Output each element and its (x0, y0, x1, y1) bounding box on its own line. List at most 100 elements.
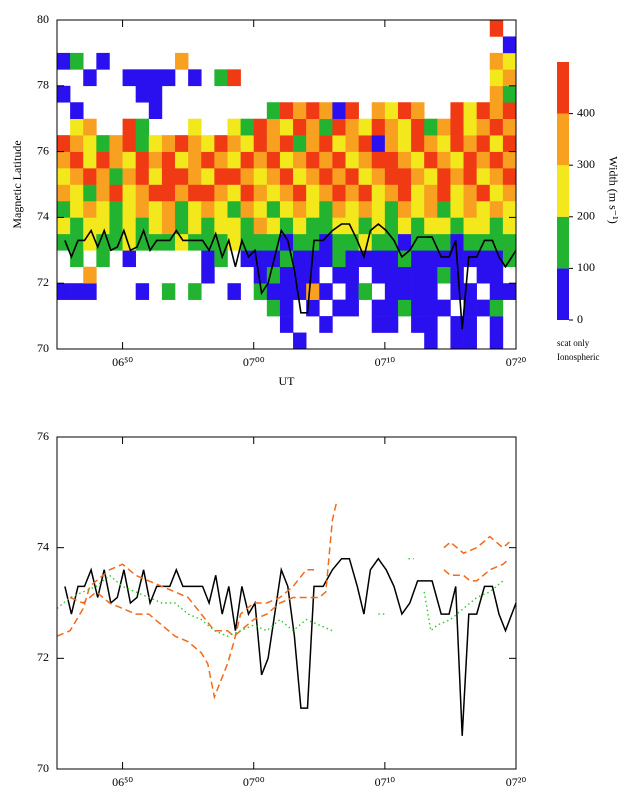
heat-cell (109, 184, 123, 202)
heat-cell (411, 184, 425, 202)
heat-cell (489, 184, 504, 202)
heat-cell (293, 151, 307, 169)
heat-cell (502, 283, 517, 300)
heat-cell (109, 200, 123, 218)
heat-cell (411, 233, 425, 251)
heat-cell (345, 168, 359, 185)
heat-cell (188, 233, 202, 251)
heat-cell (463, 283, 477, 300)
heat-cell (70, 283, 84, 300)
heat-cell (424, 332, 438, 350)
heat-cell (253, 283, 268, 300)
heat-cell (502, 102, 517, 119)
heat-cell (358, 135, 373, 152)
heat-cell (397, 135, 412, 152)
heat-cell (489, 266, 504, 284)
heat-cell (437, 233, 451, 251)
heat-cell (70, 200, 84, 218)
x-tick-label: 06⁵⁰ (112, 775, 133, 789)
heat-cell (279, 250, 294, 268)
x-tick-label: 06⁵⁰ (112, 355, 133, 369)
heat-cell (437, 168, 451, 185)
heat-cell (201, 168, 215, 185)
heat-cell (345, 135, 359, 152)
heat-cell (397, 168, 412, 185)
y-tick-label: 76 (37, 429, 49, 443)
heat-cell (397, 299, 412, 317)
heat-cell (397, 151, 412, 169)
colorbar-tick-label: 0 (577, 312, 583, 326)
heat-cell (266, 217, 281, 235)
heat-cell (332, 233, 346, 251)
heat-cell (122, 151, 136, 169)
heat-cell (83, 217, 97, 235)
heat-cell (227, 217, 241, 235)
heat-cell (476, 118, 491, 136)
heat-cell (384, 233, 399, 251)
heat-cell (227, 69, 241, 87)
boundary-line (64, 222, 517, 330)
heat-cell (279, 316, 294, 333)
heat-cell (450, 316, 464, 333)
heat-cell (424, 316, 438, 333)
heat-cell (437, 217, 451, 235)
heat-cell (240, 118, 255, 136)
colorbar-tick-label: 200 (577, 209, 595, 223)
heat-cell (175, 217, 189, 235)
heat-cell (437, 151, 451, 169)
heat-cell (424, 266, 438, 284)
heat-cell (463, 332, 477, 350)
heat-cell (266, 184, 281, 202)
heat-cell (489, 250, 504, 268)
y-axis-label: Magnetic Latitude (10, 140, 24, 228)
heat-cell (109, 217, 123, 235)
plot-frame (56, 436, 517, 770)
heat-cell (463, 250, 477, 268)
colorbar-note: Ionospheric (557, 352, 600, 362)
heat-cell (319, 151, 333, 169)
y-tick-label: 70 (37, 761, 49, 775)
heat-cell (70, 184, 84, 202)
heat-cell (384, 266, 399, 284)
heat-cell (96, 250, 110, 268)
heat-cell (424, 233, 438, 251)
heat-cell (83, 233, 97, 251)
heat-cell (424, 151, 438, 169)
heat-cell (135, 118, 150, 136)
heat-cell (96, 217, 110, 235)
heat-cell (489, 52, 504, 70)
heat-cell (279, 168, 294, 185)
heat-cell (266, 151, 281, 169)
heat-cell (293, 102, 307, 119)
heat-cell (502, 217, 517, 235)
heat-cell (266, 135, 281, 152)
heat-cell (306, 168, 320, 185)
heat-cell (397, 217, 412, 235)
heat-cell (371, 118, 386, 136)
x-tick-label: 07⁰⁰ (243, 355, 265, 369)
heat-cell (201, 184, 215, 202)
heat-cell (476, 217, 491, 235)
heat-cell (279, 184, 294, 202)
heat-cell (476, 102, 491, 119)
y-tick-label: 74 (37, 209, 49, 223)
heat-cell (332, 299, 346, 317)
heat-cell (306, 217, 320, 235)
heat-cell (384, 299, 399, 317)
heat-cell (502, 118, 517, 136)
heat-cell (463, 168, 477, 185)
colorbar-bin (557, 62, 569, 114)
heat-cell (450, 184, 464, 202)
colorbar-label: Width (m s⁻¹) (606, 156, 620, 223)
heat-cell (424, 118, 438, 136)
heat-cell (371, 217, 386, 235)
heat-cell (214, 151, 228, 169)
heat-cell (345, 151, 359, 169)
heat-cell (489, 217, 504, 235)
heat-cell (319, 250, 333, 268)
heat-cell (450, 118, 464, 136)
heat-cell (424, 250, 438, 268)
heat-cell (175, 135, 189, 152)
heat-cell (463, 135, 477, 152)
heat-cell (96, 52, 110, 70)
